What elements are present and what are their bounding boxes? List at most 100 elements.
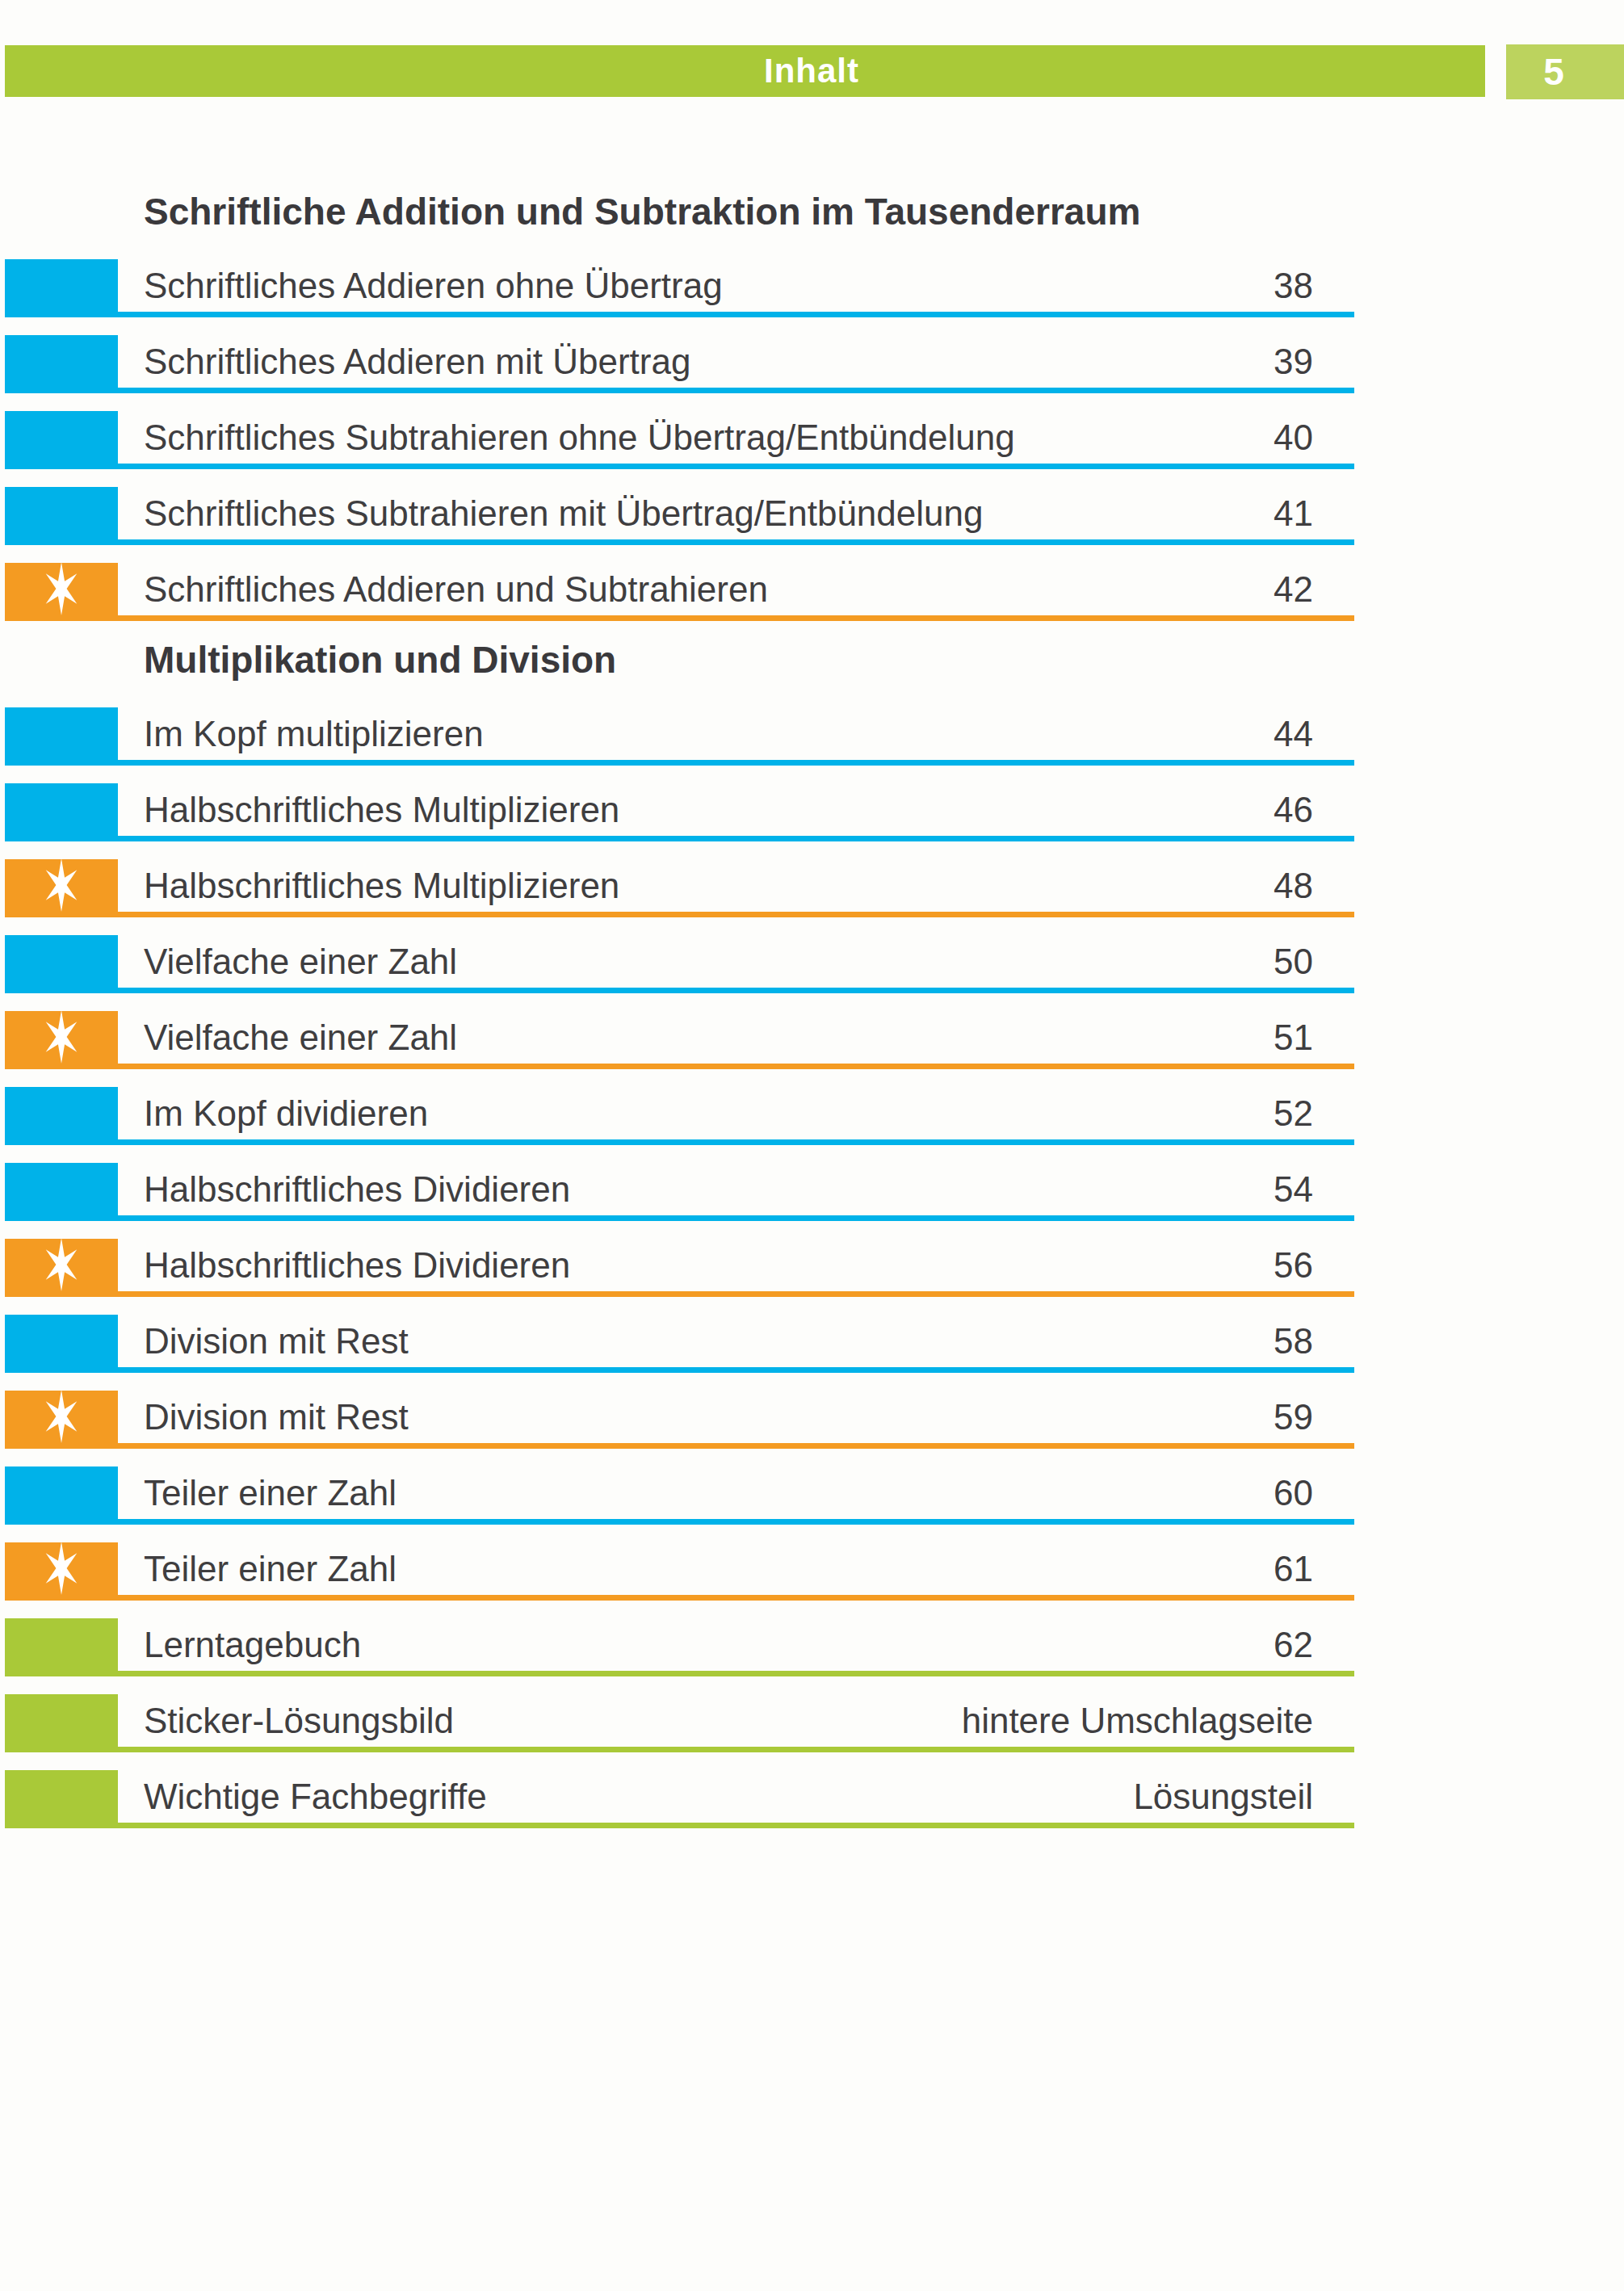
underline-rule — [5, 464, 1354, 469]
underline-rule — [5, 388, 1354, 393]
toc-entry-page: 50 — [1274, 935, 1313, 988]
underline-rule — [5, 1595, 1354, 1601]
toc-entry-label: Halbschriftliches Dividieren — [144, 1239, 1274, 1291]
toc-entry-page: 59 — [1274, 1391, 1313, 1443]
star-icon — [40, 1542, 82, 1595]
underline-rule — [5, 1139, 1354, 1145]
underline-rule — [5, 760, 1354, 766]
underline-rule — [5, 988, 1354, 993]
toc-entry-label: Lerntagebuch — [144, 1618, 1274, 1671]
toc-entry-label: Schriftliches Subtrahieren mit Übertrag/… — [144, 487, 1274, 539]
page-number: 5 — [1543, 50, 1564, 94]
toc-entry-label: Sticker-Lösungsbild — [144, 1694, 962, 1747]
toc-entry-page: 54 — [1274, 1163, 1313, 1215]
toc-entry-page: 44 — [1274, 707, 1313, 760]
toc-row: Division mit Rest59 — [5, 1391, 1354, 1449]
toc-entry-page: 62 — [1274, 1618, 1313, 1671]
toc-entry-label: Division mit Rest — [144, 1315, 1274, 1367]
toc-entry-label: Division mit Rest — [144, 1391, 1274, 1443]
toc-entry-page: Lösungsteil — [1133, 1770, 1313, 1823]
toc-entry-page: 40 — [1274, 411, 1313, 464]
star-icon — [40, 1238, 82, 1291]
star-square-marker — [5, 1391, 118, 1443]
blue-square-marker — [5, 935, 118, 988]
blue-square-marker — [5, 1466, 118, 1519]
toc-entry-page: 58 — [1274, 1315, 1313, 1367]
toc-entry-label: Schriftliches Addieren ohne Übertrag — [144, 259, 1274, 312]
toc-entry-page: 61 — [1274, 1542, 1313, 1595]
toc-row: Schriftliches Addieren mit Übertrag39 — [5, 335, 1354, 393]
toc-section: Multiplikation und Division Im Kopf multi… — [5, 639, 1354, 1601]
underline-rule — [5, 1823, 1354, 1828]
underline-rule — [5, 1064, 1354, 1069]
toc-row: Halbschriftliches Dividieren56 — [5, 1239, 1354, 1297]
section-heading: Multiplikation und Division — [144, 639, 1354, 682]
toc-row: Schriftliches Addieren ohne Übertrag38 — [5, 259, 1354, 317]
toc-entry-page: 52 — [1274, 1087, 1313, 1139]
page-number-box: 5 — [1506, 44, 1624, 99]
underline-rule — [5, 615, 1354, 621]
toc-entry-label: Schriftliches Addieren mit Übertrag — [144, 335, 1274, 388]
toc-section: Lerntagebuch62 Sticker-Lösungsbildhintere… — [5, 1618, 1354, 1828]
underline-rule — [5, 539, 1354, 545]
toc-row: Halbschriftliches Dividieren54 — [5, 1163, 1354, 1221]
toc-entry-page: hintere Umschlagseite — [962, 1694, 1313, 1747]
toc-entry-page: 41 — [1274, 487, 1313, 539]
toc-entry-page: 56 — [1274, 1239, 1313, 1291]
underline-rule — [5, 912, 1354, 917]
toc-row: Division mit Rest58 — [5, 1315, 1354, 1373]
underline-rule — [5, 1215, 1354, 1221]
header-bar: Inhalt — [5, 45, 1485, 97]
underline-rule — [5, 1747, 1354, 1752]
blue-square-marker — [5, 335, 118, 388]
underline-rule — [5, 1367, 1354, 1373]
toc-entry-page: 39 — [1274, 335, 1313, 388]
toc-entry-label: Im Kopf multiplizieren — [144, 707, 1274, 760]
toc-section: Schriftliche Addition und Subtraktion im… — [5, 191, 1354, 621]
blue-square-marker — [5, 1315, 118, 1367]
toc-row: Schriftliches Subtrahieren ohne Übertrag… — [5, 411, 1354, 469]
green-square-marker — [5, 1618, 118, 1671]
toc-entry-page: 42 — [1274, 563, 1313, 615]
underline-rule — [5, 1291, 1354, 1297]
toc-entry-label: Halbschriftliches Dividieren — [144, 1163, 1274, 1215]
blue-square-marker — [5, 1087, 118, 1139]
toc-row: Vielfache einer Zahl51 — [5, 1011, 1354, 1069]
section-heading: Schriftliche Addition und Subtraktion im… — [144, 191, 1354, 233]
toc-row: Sticker-Lösungsbildhintere Umschlagseite — [5, 1694, 1354, 1752]
green-square-marker — [5, 1694, 118, 1747]
blue-square-marker — [5, 1163, 118, 1215]
blue-square-marker — [5, 707, 118, 760]
toc-row: Teiler einer Zahl61 — [5, 1542, 1354, 1601]
green-square-marker — [5, 1770, 118, 1823]
blue-square-marker — [5, 487, 118, 539]
toc-row: Im Kopf dividieren52 — [5, 1087, 1354, 1145]
toc-entry-label: Teiler einer Zahl — [144, 1542, 1274, 1595]
toc-entry-label: Halbschriftliches Multiplizieren — [144, 783, 1274, 836]
blue-square-marker — [5, 411, 118, 464]
toc-entry-label: Wichtige Fachbegriffe — [144, 1770, 1133, 1823]
toc-entry-label: Schriftliches Addieren und Subtrahieren — [144, 563, 1274, 615]
underline-rule — [5, 1671, 1354, 1676]
underline-rule — [5, 1519, 1354, 1525]
star-square-marker — [5, 1011, 118, 1064]
toc-row: Halbschriftliches Multiplizieren46 — [5, 783, 1354, 841]
toc-entry-label: Schriftliches Subtrahieren ohne Übertrag… — [144, 411, 1274, 464]
star-icon — [40, 1390, 82, 1443]
toc-entry-label: Vielfache einer Zahl — [144, 935, 1274, 988]
toc-entry-page: 48 — [1274, 859, 1313, 912]
blue-square-marker — [5, 259, 118, 312]
star-icon — [40, 562, 82, 615]
toc-row: Im Kopf multiplizieren44 — [5, 707, 1354, 766]
toc-entry-page: 51 — [1274, 1011, 1313, 1064]
toc-row: Teiler einer Zahl60 — [5, 1466, 1354, 1525]
toc-entry-page: 60 — [1274, 1466, 1313, 1519]
star-square-marker — [5, 859, 118, 912]
underline-rule — [5, 312, 1354, 317]
toc-entry-label: Halbschriftliches Multiplizieren — [144, 859, 1274, 912]
blue-square-marker — [5, 783, 118, 836]
underline-rule — [5, 836, 1354, 841]
toc-entry-page: 46 — [1274, 783, 1313, 836]
toc-row: Schriftliches Addieren und Subtrahieren4… — [5, 563, 1354, 621]
star-icon — [40, 858, 82, 912]
